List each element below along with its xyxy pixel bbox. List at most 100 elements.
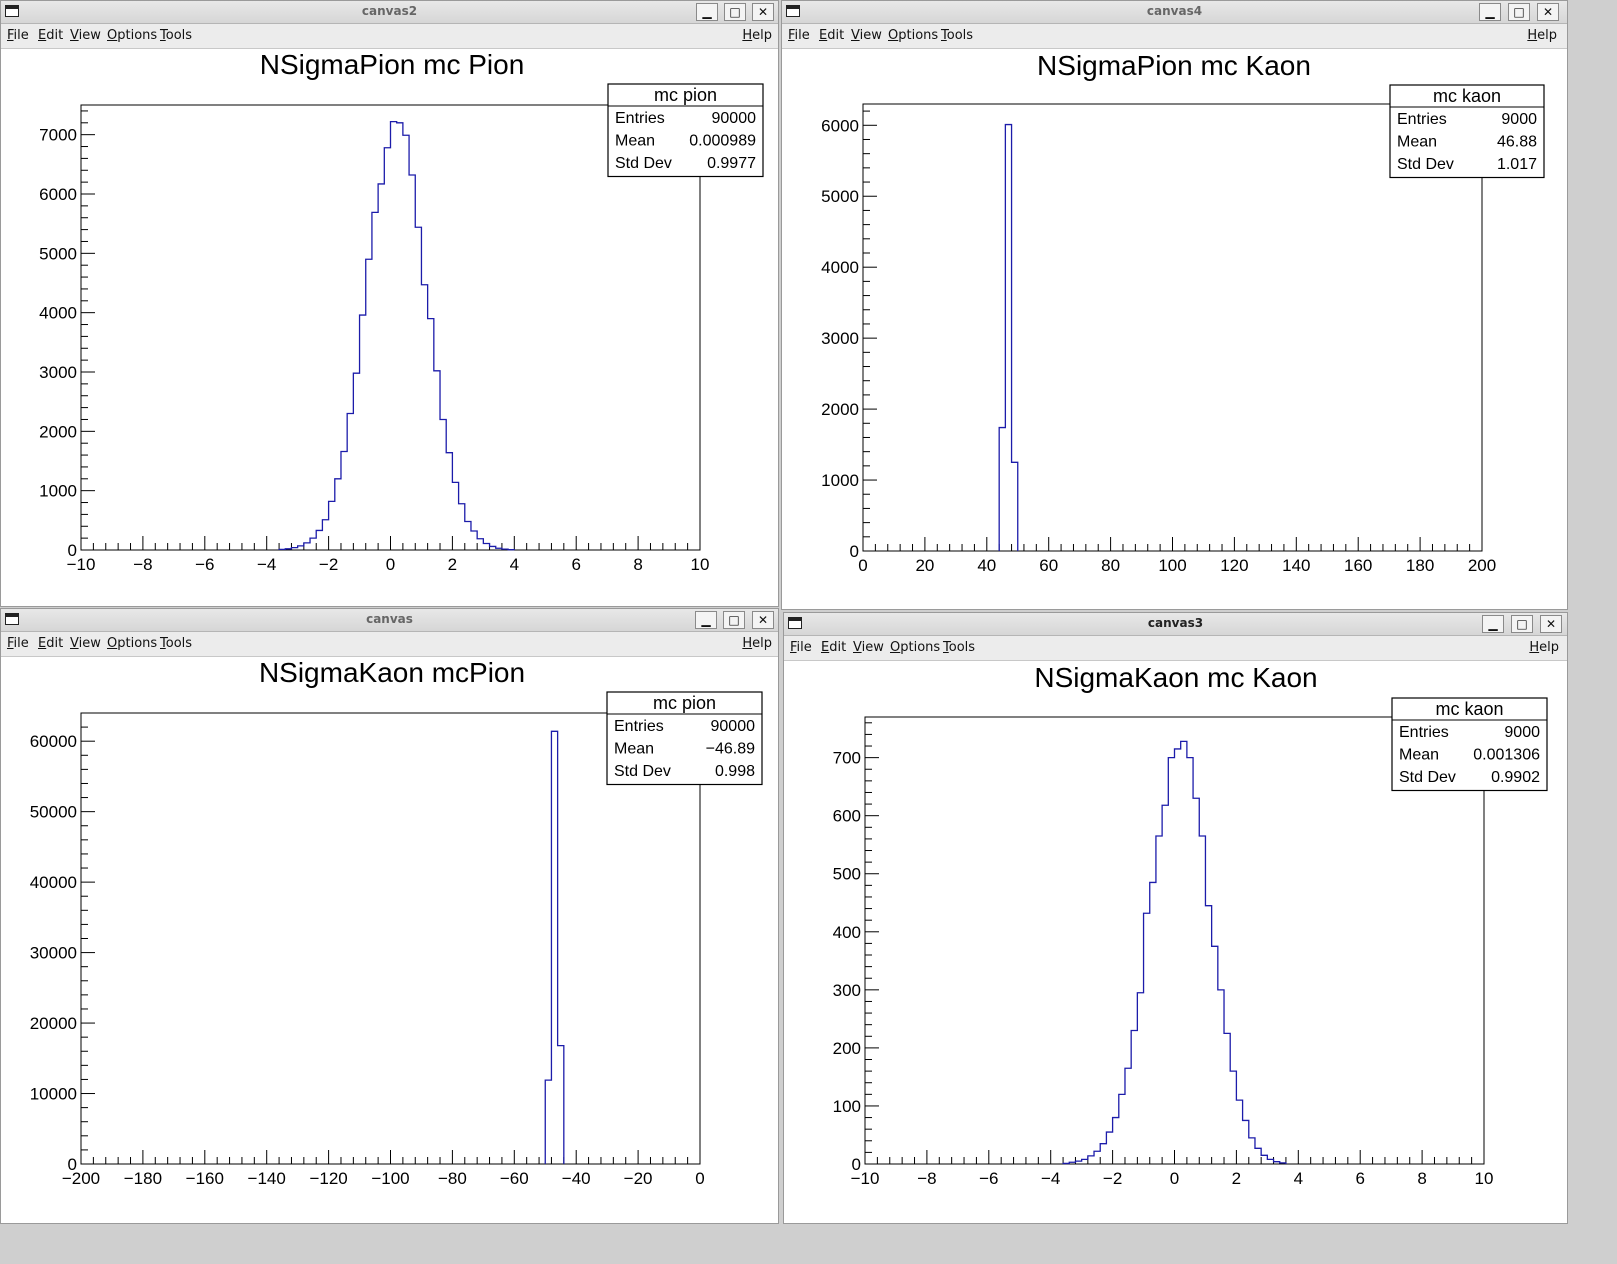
menu-file[interactable]: File xyxy=(7,636,29,651)
menu-tools[interactable]: Tools xyxy=(160,28,193,43)
menu-help[interactable]: Help xyxy=(1529,640,1559,655)
x-tick-label: 40 xyxy=(977,556,996,575)
histogram-bin xyxy=(558,1046,564,1164)
close-button[interactable]: ✕ xyxy=(752,3,774,21)
menu-edit[interactable]: Edit xyxy=(821,640,847,655)
x-tick-label: −100 xyxy=(371,1169,409,1188)
histogram-bin xyxy=(434,371,440,550)
plot-frame xyxy=(864,716,1485,1165)
menu-view[interactable]: View xyxy=(851,28,882,43)
menubar: File Edit View Options Tools Help xyxy=(784,636,1567,661)
histogram-bin xyxy=(378,184,384,550)
window-canvas4[interactable]: canvas4 ▁ □ ✕ File Edit View Options Too… xyxy=(781,0,1568,610)
menu-options[interactable]: Options xyxy=(107,28,158,43)
menu-tools[interactable]: Tools xyxy=(941,28,974,43)
titlebar[interactable]: canvas4 ▁ □ ✕ xyxy=(782,1,1567,24)
y-tick-label: 700 xyxy=(833,749,861,768)
y-tick-label: 1000 xyxy=(821,471,859,490)
stats-value: 0.9902 xyxy=(1491,769,1540,786)
menu-help[interactable]: Help xyxy=(742,28,772,43)
maximize-button[interactable]: □ xyxy=(1511,615,1533,633)
histogram-bin xyxy=(483,543,489,550)
minimize-button[interactable]: ▁ xyxy=(696,3,718,21)
window-menu-icon[interactable] xyxy=(5,5,19,17)
menu-edit[interactable]: Edit xyxy=(38,636,64,651)
titlebar[interactable]: canvas2 ▁ □ ✕ xyxy=(1,1,778,24)
histogram-bin xyxy=(1230,1071,1236,1164)
histogram-bin xyxy=(1249,1138,1255,1164)
y-tick-label: 2000 xyxy=(821,400,859,419)
stats-value: 9000 xyxy=(1504,724,1540,741)
histogram-bin xyxy=(1236,1100,1242,1164)
histogram-chart: NSigmaKaon mc Kaon−10 −8 −6 −4 −2 0 2 4 6 8 100100… xyxy=(833,662,1548,1188)
histogram-bin xyxy=(1088,1156,1094,1164)
histogram-bin xyxy=(1243,1120,1249,1164)
x-tick-label: 0 xyxy=(858,556,867,575)
window-menu-icon[interactable] xyxy=(5,613,19,625)
window-canvas2[interactable]: canvas2 ▁ □ ✕ File Edit View Options Too… xyxy=(0,0,779,607)
x-tick-label: 8 xyxy=(633,555,642,574)
histogram-bin xyxy=(428,319,434,550)
histogram-series xyxy=(544,730,565,1164)
canvas-area[interactable]: NSigmaKaon mcPion −200 −180 −160 −140 −120 −10… xyxy=(3,657,776,1221)
titlebar[interactable]: canvas3 ▁ □ ✕ xyxy=(784,613,1567,636)
histogram-bin xyxy=(353,373,359,550)
close-button[interactable]: ✕ xyxy=(1537,3,1559,21)
histogram-bin xyxy=(366,259,372,550)
histogram-bin xyxy=(347,414,353,550)
close-button[interactable]: ✕ xyxy=(752,611,774,629)
menu-edit[interactable]: Edit xyxy=(38,28,64,43)
histogram-bin xyxy=(1005,125,1011,551)
y-tick-label: 5000 xyxy=(821,187,859,206)
menu-options[interactable]: Options xyxy=(888,28,939,43)
stats-label: Std Dev xyxy=(615,155,672,172)
stats-name: mc pion xyxy=(654,85,717,105)
x-tick-label: −2 xyxy=(319,555,338,574)
canvas-area[interactable]: NSigmaPion mc Kaon 0 20 40 60 80 100 120 140 160 1… xyxy=(784,49,1565,607)
maximize-button[interactable]: □ xyxy=(1508,3,1530,21)
menu-help[interactable]: Help xyxy=(742,636,772,651)
histogram-bin xyxy=(1181,741,1187,1164)
maximize-button[interactable]: □ xyxy=(724,3,746,21)
x-tick-label: 2 xyxy=(448,555,457,574)
y-tick-label: 5000 xyxy=(39,244,77,263)
stats-box xyxy=(606,691,763,786)
y-tick-label: 6000 xyxy=(821,116,859,135)
window-menu-icon[interactable] xyxy=(786,5,800,17)
maximize-button[interactable]: □ xyxy=(723,611,745,629)
x-tick-label: −4 xyxy=(257,555,276,574)
x-tick-label: −10 xyxy=(67,555,96,574)
menu-tools[interactable]: Tools xyxy=(943,640,976,655)
menu-file[interactable]: File xyxy=(788,28,810,43)
menu-file[interactable]: File xyxy=(7,28,29,43)
stats-value: −46.89 xyxy=(706,741,755,758)
menu-view[interactable]: View xyxy=(853,640,884,655)
canvas-area[interactable]: NSigmaPion mc Pion −10 −8 −6 −4 −2 0 2 4 6 8 10 0 100… xyxy=(3,49,776,604)
canvas-area[interactable]: NSigmaKaon mc Kaon −10 −8 −6 −4 −2 0 2 4 6 8 10 0 100… xyxy=(786,661,1565,1221)
histogram-bin xyxy=(316,530,322,550)
window-title: canvas3 xyxy=(1147,616,1204,630)
minimize-button[interactable]: ▁ xyxy=(1482,615,1504,633)
histogram-bin xyxy=(310,538,316,550)
x-tick-label: −8 xyxy=(133,555,152,574)
window-canvas3[interactable]: canvas3 ▁ □ ✕ File Edit View Options Too… xyxy=(783,612,1568,1224)
y-tick-label: 40000 xyxy=(30,873,77,892)
minimize-button[interactable]: ▁ xyxy=(1479,3,1501,21)
histogram-bin xyxy=(1199,836,1205,1164)
stats-label: Std Dev xyxy=(614,763,671,780)
x-tick-label: 6 xyxy=(571,555,580,574)
menu-view[interactable]: View xyxy=(70,28,101,43)
histogram-series xyxy=(278,120,515,551)
menu-file[interactable]: File xyxy=(790,640,812,655)
close-button[interactable]: ✕ xyxy=(1540,615,1562,633)
menu-options[interactable]: Options xyxy=(107,636,158,651)
window-canvas[interactable]: canvas ▁ □ ✕ File Edit View Options Tool… xyxy=(0,608,779,1224)
titlebar[interactable]: canvas ▁ □ ✕ xyxy=(1,609,778,632)
menu-view[interactable]: View xyxy=(70,636,101,651)
minimize-button[interactable]: ▁ xyxy=(695,611,717,629)
menu-tools[interactable]: Tools xyxy=(160,636,193,651)
menu-edit[interactable]: Edit xyxy=(819,28,845,43)
window-menu-icon[interactable] xyxy=(788,617,802,629)
menu-help[interactable]: Help xyxy=(1527,28,1557,43)
menu-options[interactable]: Options xyxy=(890,640,941,655)
